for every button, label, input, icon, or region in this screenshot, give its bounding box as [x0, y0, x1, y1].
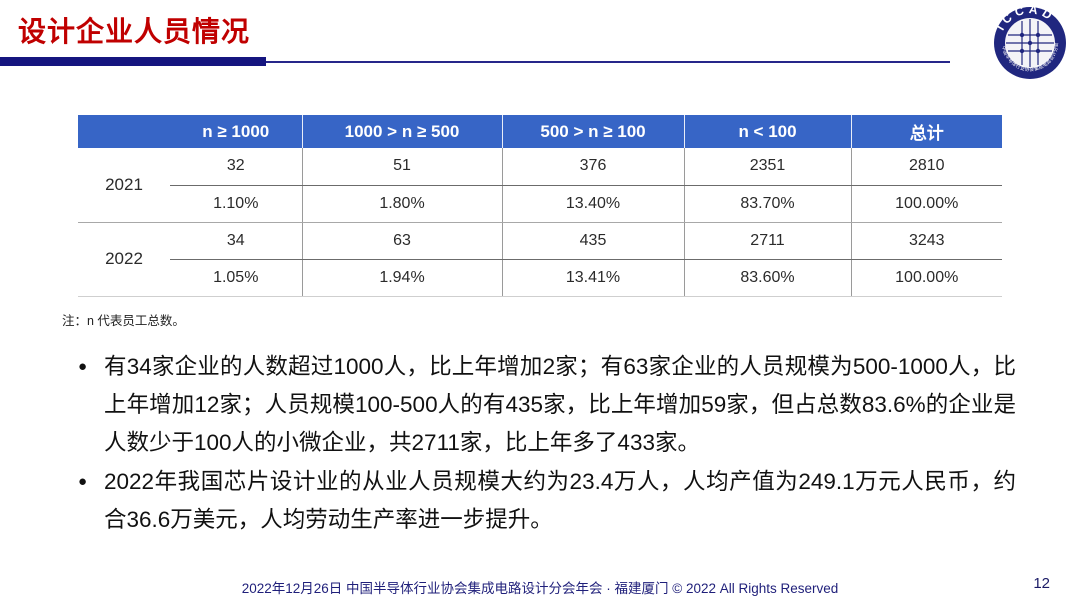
bullet-icon: ●	[78, 358, 88, 375]
page-title: 设计企业人员情况	[18, 16, 251, 47]
percent-cell: 1.80%	[301, 185, 502, 223]
count-cell: 34	[170, 222, 302, 260]
count-cell: 3243	[850, 222, 1002, 260]
percent-cell: 83.70%	[683, 185, 851, 223]
personnel-table-container: n ≥ 1000 1000 > n ≥ 500 500 > n ≥ 100 n …	[78, 115, 1002, 297]
title-underline-thin	[266, 61, 950, 63]
table-row-2022-percents: 1.05% 1.94% 13.41% 83.60% 100.00%	[78, 259, 1002, 297]
personnel-table: n ≥ 1000 1000 > n ≥ 500 500 > n ≥ 100 n …	[78, 115, 1002, 297]
bullet-text: 有34家企业的人数超过1000人，比上年增加2家；有63家企业的人员规模为500…	[104, 354, 1016, 455]
table-row-2021-percents: 1.10% 1.80% 13.40% 83.70% 100.00%	[78, 185, 1002, 223]
count-cell: 2810	[850, 148, 1002, 186]
count-cell: 51	[301, 148, 502, 186]
iccad-logo-icon: ICCAD 中国半导体行业协会集成电路设计分会	[993, 2, 1067, 80]
percent-cell: 83.60%	[683, 259, 851, 297]
count-cell: 435	[501, 222, 684, 260]
table-corner-cell	[78, 115, 170, 148]
count-cell: 63	[301, 222, 502, 260]
table-row-2021-counts: 2021 32 51 376 2351 2810	[78, 148, 1002, 223]
bullet-icon: ●	[78, 473, 88, 490]
bullet-text: 2022年我国芯片设计业的从业人员规模大约为23.4万人，人均产值为249.1万…	[104, 469, 1016, 532]
column-header: 500 > n ≥ 100	[501, 115, 684, 148]
title-underline-thick	[0, 57, 266, 66]
percent-cell: 13.40%	[501, 185, 684, 223]
count-cell: 32	[170, 148, 302, 186]
column-header: n < 100	[683, 115, 851, 148]
footer-text: 2022年12月26日 中国半导体行业协会集成电路设计分会年会 · 福建厦门 ©…	[241, 581, 839, 596]
list-item: ● 2022年我国芯片设计业的从业人员规模大约为23.4万人，人均产值为249.…	[78, 463, 1016, 539]
percent-cell: 100.00%	[850, 185, 1002, 223]
count-cell: 2711	[683, 222, 851, 260]
percent-cell: 13.41%	[501, 259, 684, 297]
page-number: 12	[1033, 575, 1050, 592]
percent-cell: 1.94%	[301, 259, 502, 297]
count-cell: 2351	[683, 148, 851, 186]
percent-cell: 1.05%	[170, 259, 302, 297]
year-cell: 2022	[78, 222, 170, 297]
bullet-list: ● 有34家企业的人数超过1000人，比上年增加2家；有63家企业的人员规模为5…	[78, 348, 1016, 540]
table-header-row: n ≥ 1000 1000 > n ≥ 500 500 > n ≥ 100 n …	[78, 115, 1002, 148]
count-cell: 376	[501, 148, 684, 186]
column-header: 1000 > n ≥ 500	[301, 115, 502, 148]
year-cell: 2021	[78, 148, 170, 223]
table-row-2022-counts: 2022 34 63 435 2711 3243	[78, 222, 1002, 297]
list-item: ● 有34家企业的人数超过1000人，比上年增加2家；有63家企业的人员规模为5…	[78, 348, 1016, 462]
percent-cell: 100.00%	[850, 259, 1002, 297]
percent-cell: 1.10%	[170, 185, 302, 223]
table-note: 注：n 代表员工总数。	[62, 314, 185, 328]
column-header: 总计	[850, 115, 1002, 148]
column-header: n ≥ 1000	[170, 115, 302, 148]
